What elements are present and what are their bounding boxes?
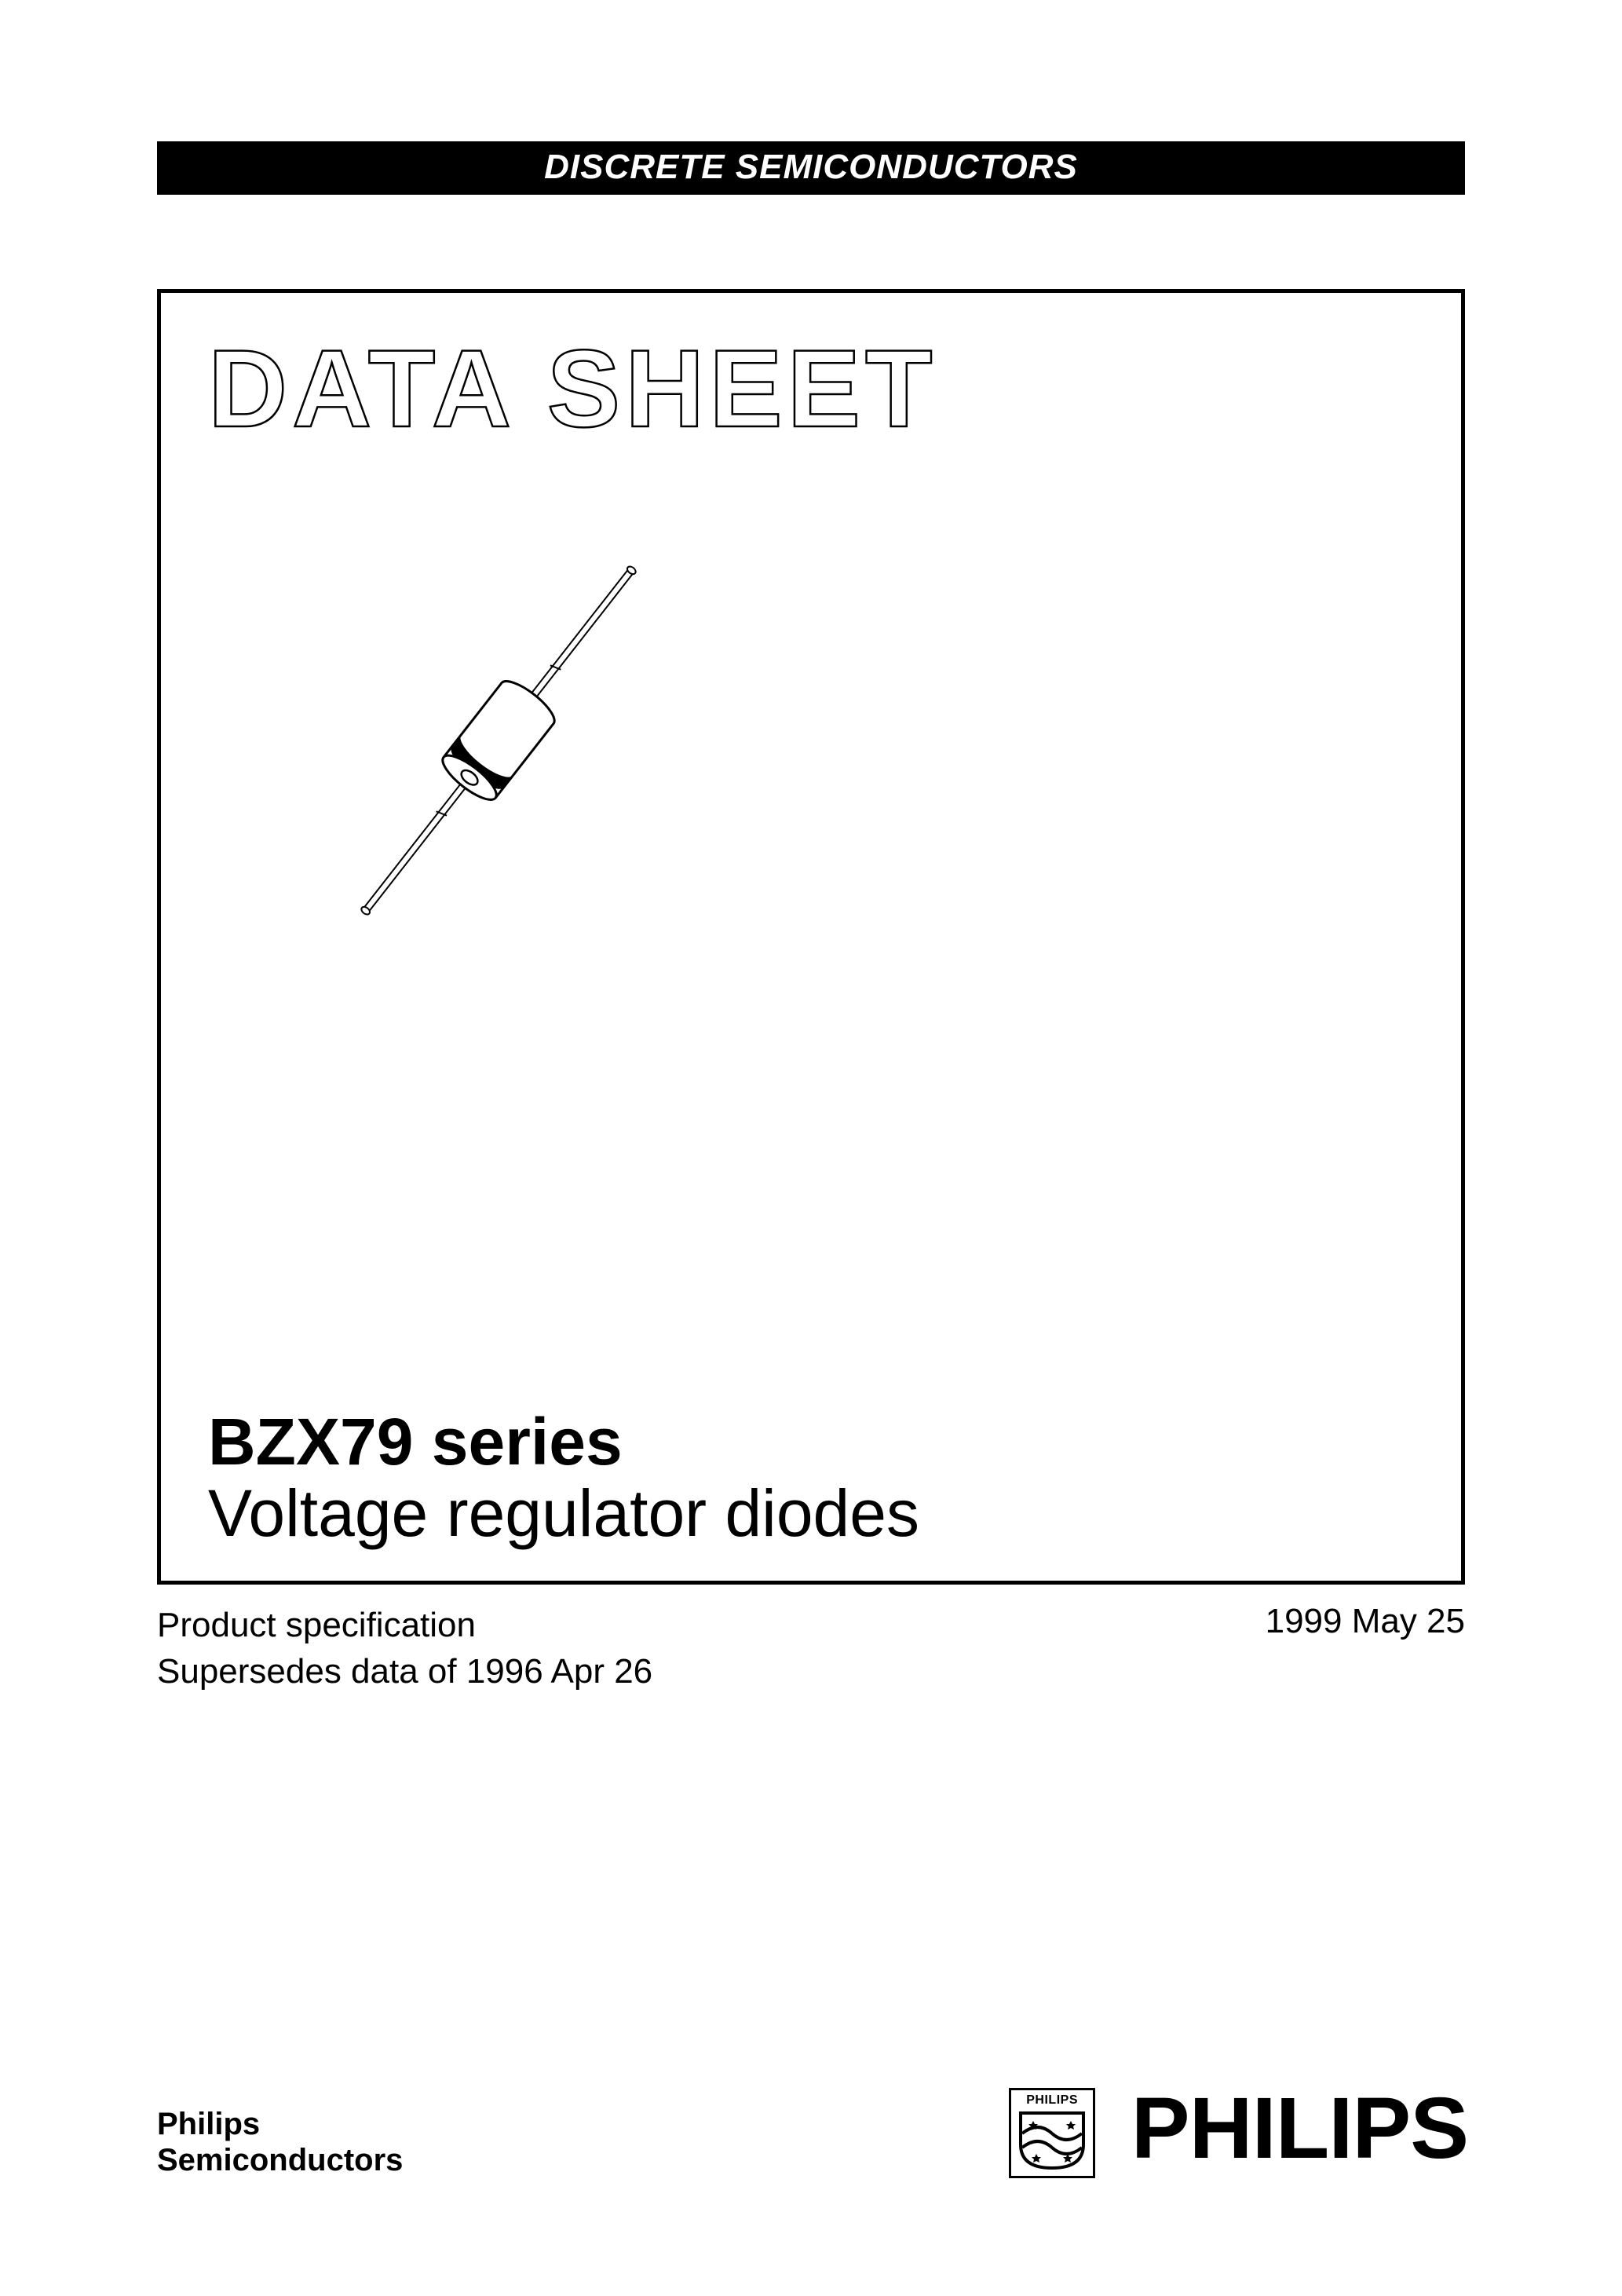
footer-line1: Philips	[157, 2106, 403, 2142]
diode-svg	[294, 521, 703, 960]
product-series: BZX79 series	[208, 1407, 919, 1476]
outline-title: DATA SHEET	[208, 332, 1414, 473]
footer-left: Philips Semiconductors	[157, 2106, 403, 2178]
footer: Philips Semiconductors PHILIPS	[157, 2078, 1465, 2178]
outline-title-text: DATA SHEET	[208, 332, 937, 450]
product-block: BZX79 series Voltage regulator diodes	[208, 1407, 919, 1549]
shield-svg	[1017, 2110, 1087, 2171]
header-band-text: DISCRETE SEMICONDUCTORS	[544, 148, 1078, 186]
below-right: 1999 May 25	[1266, 1602, 1465, 1695]
supersedes-text: Supersedes data of 1996 Apr 26	[157, 1648, 652, 1695]
below-left: Product specification Supersedes data of…	[157, 1602, 652, 1695]
footer-right: PHILIPS PHILIPS	[1009, 2078, 1465, 2178]
spec-label: Product specification	[157, 1602, 652, 1648]
product-description: Voltage regulator diodes	[208, 1477, 919, 1549]
below-row: Product specification Supersedes data of…	[157, 1602, 1465, 1695]
page-root: DISCRETE SEMICONDUCTORS DATA SHEET	[0, 0, 1622, 2296]
philips-shield-icon: PHILIPS	[1009, 2088, 1095, 2178]
outline-title-svg: DATA SHEET	[208, 332, 1307, 450]
header-band: DISCRETE SEMICONDUCTORS	[157, 141, 1465, 195]
diode-illustration	[294, 521, 1414, 964]
footer-line2: Semiconductors	[157, 2142, 403, 2178]
main-frame: DATA SHEET	[157, 289, 1465, 1585]
philips-wordmark: PHILIPS	[1131, 2078, 1468, 2178]
shield-label: PHILIPS	[1026, 2093, 1078, 2108]
date-text: 1999 May 25	[1266, 1602, 1465, 1641]
